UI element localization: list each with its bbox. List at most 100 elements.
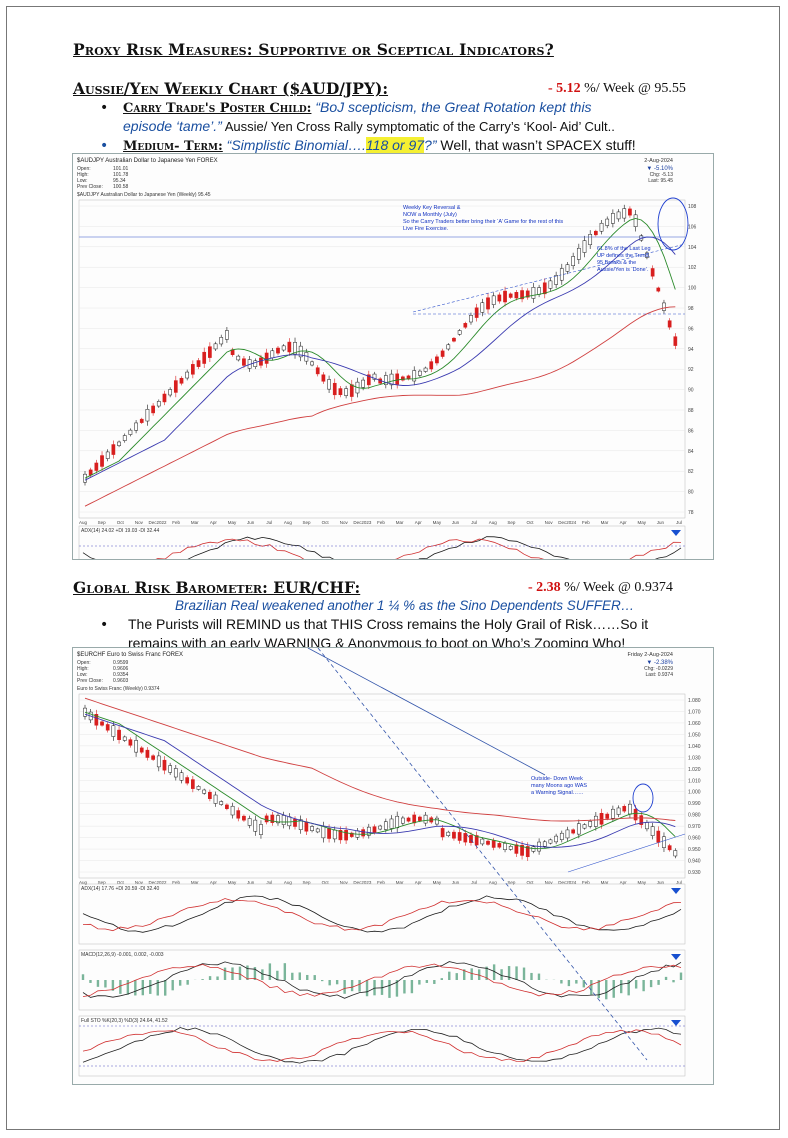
candle-body <box>446 831 451 836</box>
price-tick: 88 <box>688 408 694 414</box>
macd-histogram-bar <box>283 963 287 980</box>
quote-label: Open: <box>77 660 91 666</box>
quote-value: 101.78 <box>113 172 129 178</box>
candle-body <box>559 268 564 281</box>
macd-histogram-bar <box>343 980 346 994</box>
time-axis-label: Sep <box>98 520 107 525</box>
candle-body <box>162 393 167 403</box>
candle-body <box>202 351 207 364</box>
price-tick: 98 <box>688 306 694 312</box>
indicator-label: ADX(14) 24.02 +DI 19.03 -DI 32.44 <box>81 528 159 534</box>
candle-body <box>173 768 178 778</box>
candle-body <box>389 818 394 829</box>
aud-b1-quote2: episode ‘tame’.” <box>123 118 222 134</box>
candle-body <box>372 826 377 833</box>
indicator-label: MACD(12,26,9) -0.001, 0.002, -0.003 <box>81 952 164 958</box>
price-tick: 90 <box>688 388 694 394</box>
candle-body <box>213 343 218 350</box>
macd-histogram-bar <box>649 980 653 988</box>
price-tick: 0.940 <box>688 859 701 865</box>
candle-body <box>565 264 570 272</box>
macd-histogram-bar <box>246 965 249 980</box>
quote-label: Prev Close: <box>77 184 103 190</box>
macd-histogram-bar <box>268 963 272 980</box>
price-tick: 0.970 <box>688 824 701 830</box>
candle-body <box>605 813 610 819</box>
ma50-line <box>84 236 676 481</box>
candle-body <box>242 358 246 366</box>
time-axis-label: May <box>228 880 237 885</box>
candle-body <box>565 829 570 839</box>
candle-body <box>514 292 519 299</box>
price-tick: 104 <box>688 245 697 251</box>
candle-body <box>128 429 133 435</box>
macd-histogram-bar <box>388 980 391 998</box>
candle-body <box>162 759 167 771</box>
candle-body <box>576 823 581 835</box>
time-axis-label: May <box>637 520 646 525</box>
candle-body <box>503 290 507 303</box>
candle-body <box>548 280 553 289</box>
macd-histogram-bar <box>253 967 257 980</box>
quote-value: 95.34 <box>113 178 126 184</box>
price-tick: 1.060 <box>688 721 701 727</box>
candle-body <box>230 805 235 816</box>
candle-body <box>185 371 190 379</box>
time-axis-label: Nov <box>135 520 144 525</box>
candle-body <box>139 418 144 423</box>
annotation-outside-week: a Warning Signal…… <box>531 790 584 796</box>
candle-body <box>418 370 422 376</box>
candle-body <box>321 826 326 839</box>
time-axis-label: Dec2023 <box>353 520 372 525</box>
candle-body <box>435 817 439 825</box>
candle-body <box>202 789 207 794</box>
macd-histogram-bar <box>164 980 167 996</box>
price-tick: 1.080 <box>688 698 701 704</box>
quote-value: 0.9599 <box>113 660 129 666</box>
down-arrow-icon <box>671 954 681 960</box>
candle-body <box>139 747 144 753</box>
candle-body <box>264 352 269 364</box>
candle-body <box>179 772 184 781</box>
price-tick: 80 <box>688 490 694 496</box>
candle-body <box>156 755 161 768</box>
candle-body <box>310 361 314 366</box>
candle-body <box>332 382 337 396</box>
candle-body <box>491 295 496 305</box>
candle-body <box>571 256 576 266</box>
candle-body <box>480 302 485 313</box>
annotation-fib: 95 Breaks & the <box>597 260 636 266</box>
candle-body <box>667 845 672 851</box>
candle-body <box>401 817 405 824</box>
macd-histogram-bar <box>134 980 137 996</box>
time-axis-label: Dec2022 <box>148 880 167 885</box>
time-axis-label: Aug <box>284 520 293 525</box>
annotation-reversal: NOW a Monthly (July) <box>403 212 457 218</box>
macd-histogram-bar <box>111 980 115 991</box>
time-axis-label: Jul <box>676 880 682 885</box>
time-axis-label: Apr <box>210 880 218 885</box>
macd-histogram-bar <box>335 980 339 985</box>
macd-histogram-bar <box>358 980 361 992</box>
indicator-line <box>82 961 682 999</box>
price-tick: 1.030 <box>688 755 701 761</box>
candle-body <box>361 829 365 837</box>
page-border <box>6 6 780 1130</box>
candle-body <box>156 401 161 407</box>
indicator-panel-frame <box>78 949 686 1011</box>
macd-histogram-bar <box>141 980 144 996</box>
aud-b1-quote: “BoJ scepticism, the Great Rotation kept… <box>315 99 592 115</box>
candle-body <box>622 208 627 219</box>
price-tick: 82 <box>688 469 694 475</box>
macd-histogram-bar <box>620 980 623 994</box>
time-axis-label: Feb <box>582 520 590 525</box>
candle-body <box>611 808 615 819</box>
time-axis-label: Oct <box>117 880 125 885</box>
candle-body <box>298 819 303 830</box>
aud-bullet-1: Carry Trade's Poster Child: “BoJ sceptic… <box>123 99 592 116</box>
candle-body <box>219 337 224 345</box>
macd-histogram-bar <box>634 980 638 989</box>
candle-body <box>213 794 218 804</box>
macd-histogram-bar <box>500 969 503 980</box>
time-axis-label: May <box>433 880 442 885</box>
